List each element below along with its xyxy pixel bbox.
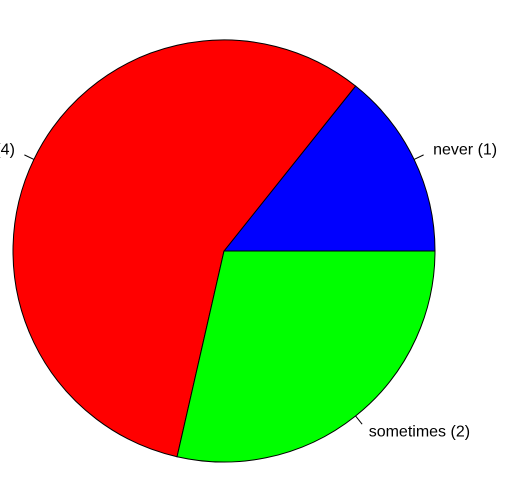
pie-label-regularly: regularly (4)	[0, 142, 15, 159]
pie-label-sometimes: sometimes (2)	[369, 424, 470, 441]
pie-slice-never	[222, 85, 436, 252]
pie-slice-regularly	[12, 39, 357, 458]
pie-leader-line-never	[413, 154, 424, 160]
pie-leader-line-regularly	[24, 154, 35, 160]
pie-leader-line-sometimes	[355, 415, 363, 425]
pie-label-never: never (1)	[433, 142, 497, 159]
